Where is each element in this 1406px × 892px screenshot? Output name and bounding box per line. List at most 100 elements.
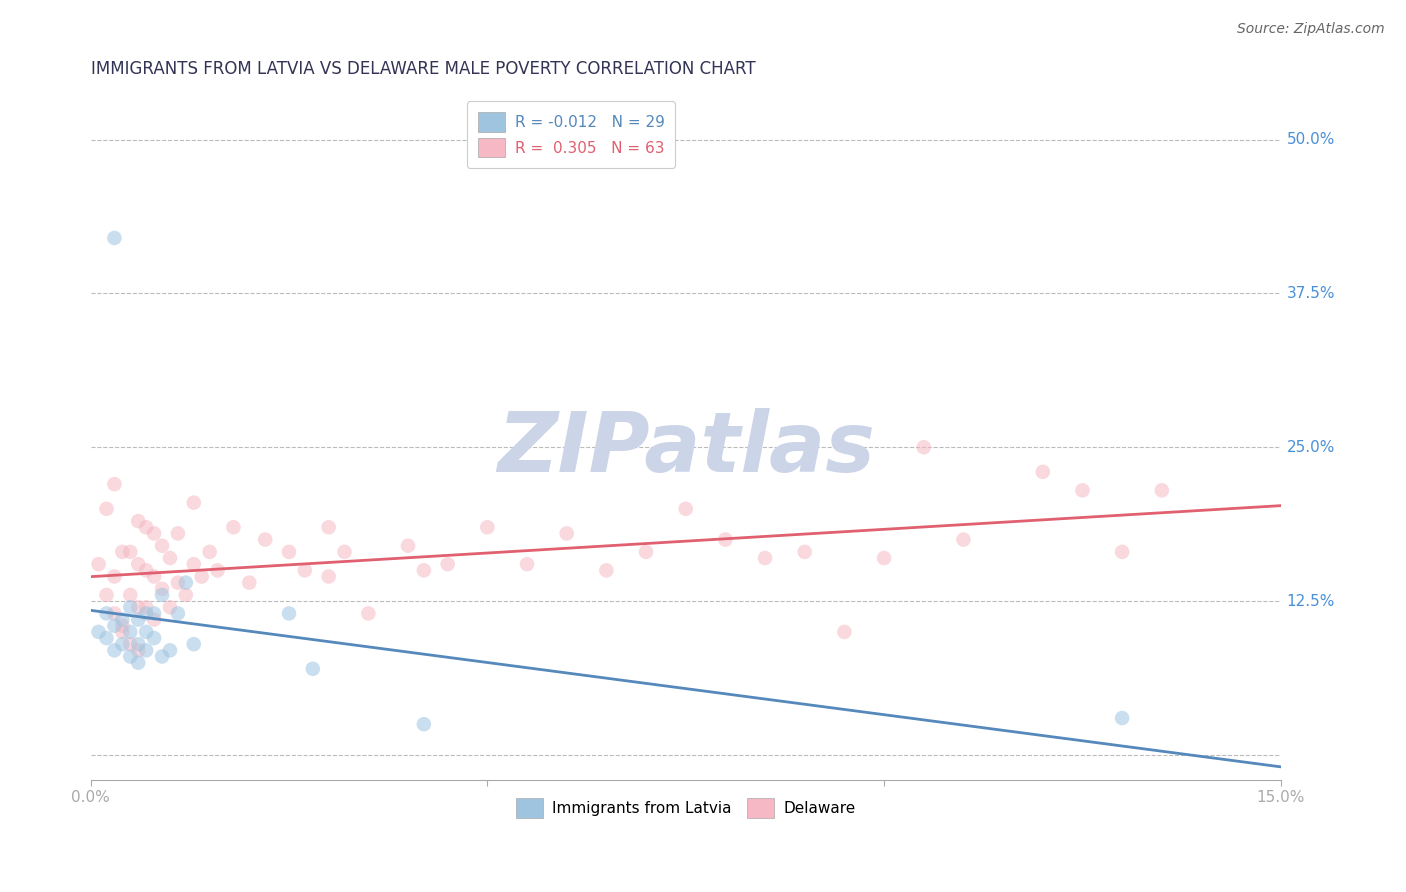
Text: 25.0%: 25.0% <box>1286 440 1336 455</box>
Text: ZIPatlas: ZIPatlas <box>496 409 875 489</box>
Point <box>222 520 245 534</box>
Point <box>396 539 419 553</box>
Point <box>183 495 205 509</box>
Text: 12.5%: 12.5% <box>1286 593 1336 608</box>
Point <box>135 563 157 577</box>
Point <box>1111 545 1133 559</box>
Point <box>103 618 125 632</box>
Point <box>96 501 118 516</box>
Point <box>278 607 301 621</box>
Point <box>754 551 776 566</box>
Point <box>167 607 190 621</box>
Point <box>159 600 181 615</box>
Point <box>120 600 142 615</box>
Point <box>634 545 657 559</box>
Text: 37.5%: 37.5% <box>1286 285 1336 301</box>
Point <box>793 545 815 559</box>
Point <box>103 643 125 657</box>
Point <box>120 624 142 639</box>
Point <box>174 588 197 602</box>
Point <box>120 637 142 651</box>
Point <box>301 662 323 676</box>
Point <box>143 607 166 621</box>
Point <box>150 649 173 664</box>
Point <box>834 624 856 639</box>
Point <box>254 533 277 547</box>
Point <box>183 557 205 571</box>
Point <box>143 526 166 541</box>
Point <box>675 501 697 516</box>
Point <box>873 551 896 566</box>
Point <box>912 440 935 454</box>
Point <box>111 618 134 632</box>
Point <box>174 575 197 590</box>
Point <box>87 624 110 639</box>
Point <box>516 557 538 571</box>
Point <box>127 557 149 571</box>
Point <box>294 563 316 577</box>
Point <box>120 588 142 602</box>
Text: 50.0%: 50.0% <box>1286 132 1336 147</box>
Point <box>952 533 974 547</box>
Point <box>714 533 737 547</box>
Point <box>103 477 125 491</box>
Point <box>143 613 166 627</box>
Point <box>135 607 157 621</box>
Point <box>135 624 157 639</box>
Point <box>103 569 125 583</box>
Point <box>135 600 157 615</box>
Point <box>167 575 190 590</box>
Point <box>412 563 434 577</box>
Point <box>555 526 578 541</box>
Point <box>103 607 125 621</box>
Point <box>318 520 340 534</box>
Point <box>150 588 173 602</box>
Point <box>183 637 205 651</box>
Point <box>111 624 134 639</box>
Point <box>477 520 499 534</box>
Point <box>111 613 134 627</box>
Point <box>135 643 157 657</box>
Point <box>1111 711 1133 725</box>
Point <box>103 231 125 245</box>
Point <box>135 520 157 534</box>
Legend: Immigrants from Latvia, Delaware: Immigrants from Latvia, Delaware <box>509 792 862 823</box>
Point <box>159 643 181 657</box>
Point <box>207 563 229 577</box>
Point <box>333 545 356 559</box>
Text: Source: ZipAtlas.com: Source: ZipAtlas.com <box>1237 22 1385 37</box>
Point <box>412 717 434 731</box>
Point <box>167 526 190 541</box>
Point <box>159 551 181 566</box>
Point <box>111 545 134 559</box>
Point <box>127 600 149 615</box>
Point <box>143 631 166 645</box>
Point <box>278 545 301 559</box>
Point <box>127 637 149 651</box>
Point <box>238 575 260 590</box>
Point <box>96 588 118 602</box>
Point <box>87 557 110 571</box>
Point <box>127 643 149 657</box>
Point <box>190 569 212 583</box>
Point <box>1071 483 1094 498</box>
Point <box>150 582 173 596</box>
Point <box>1150 483 1173 498</box>
Point <box>143 569 166 583</box>
Point <box>198 545 221 559</box>
Point <box>436 557 458 571</box>
Point <box>120 545 142 559</box>
Point <box>318 569 340 583</box>
Point <box>595 563 617 577</box>
Point <box>127 514 149 528</box>
Point <box>127 656 149 670</box>
Point <box>127 613 149 627</box>
Point <box>111 637 134 651</box>
Point <box>150 539 173 553</box>
Point <box>120 649 142 664</box>
Point <box>1032 465 1054 479</box>
Point <box>96 631 118 645</box>
Point <box>96 607 118 621</box>
Text: IMMIGRANTS FROM LATVIA VS DELAWARE MALE POVERTY CORRELATION CHART: IMMIGRANTS FROM LATVIA VS DELAWARE MALE … <box>90 60 755 78</box>
Point <box>357 607 380 621</box>
